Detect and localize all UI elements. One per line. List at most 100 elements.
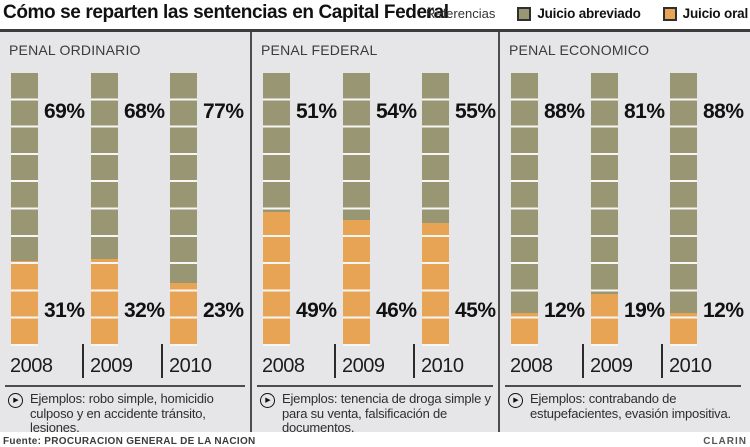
year-tick: 2010 [669, 355, 712, 377]
brand-mark: CLARIN [703, 436, 747, 447]
stacked-bar [591, 73, 618, 346]
x-axis: 2008 2009 2010 [500, 344, 746, 385]
play-circle-icon: ▶ [508, 393, 523, 408]
note-text: Ejemplos: tenencia de droga simple y par… [282, 391, 491, 435]
chart-area: PENAL ORDINARIO 69% 31% 68% 32% [0, 32, 750, 435]
year-separator [161, 344, 163, 378]
bar-group-2010: 88% 12% [670, 73, 750, 346]
play-circle-icon: ▶ [260, 393, 275, 408]
abreviado-value-label: 68% [124, 100, 165, 123]
year-tick: 2010 [169, 355, 212, 377]
year-separator [661, 344, 663, 378]
year-tick: 2009 [590, 355, 633, 377]
bar-group-2008: 51% 49% [263, 73, 343, 346]
bar-group-2009: 54% 46% [343, 73, 423, 346]
oral-value-label: 45% [455, 299, 496, 322]
play-circle-icon: ▶ [8, 393, 23, 408]
legend-item-abreviado: Juicio abreviado [517, 6, 641, 21]
year-separator [413, 344, 415, 378]
oral-value-label: 31% [44, 299, 85, 322]
oral-value-label: 46% [376, 299, 417, 322]
abreviado-value-label: 77% [203, 100, 244, 123]
x-axis: 2008 2009 2010 [0, 344, 250, 385]
bar-block-lines [11, 73, 38, 346]
bar-block-lines [343, 73, 370, 346]
abreviado-value-label: 69% [44, 100, 85, 123]
legend-label: Juicio oral [682, 6, 749, 21]
panel-penal-economico: PENAL ECONOMICO 88% 12% 81% 19% [498, 32, 746, 432]
stacked-bar [91, 73, 118, 346]
year-separator [582, 344, 584, 378]
bar-block-lines [670, 73, 697, 346]
stacked-bar [343, 73, 370, 346]
legend-caption: Referencias [425, 6, 496, 21]
header-divider [0, 29, 750, 32]
year-separator [334, 344, 336, 378]
oral-swatch-icon [662, 6, 677, 21]
abreviado-value-label: 51% [296, 100, 337, 123]
page-title: Cómo se reparten las sentencias en Capit… [3, 2, 449, 23]
oral-value-label: 32% [124, 299, 165, 322]
x-axis: 2008 2009 2010 [252, 344, 498, 385]
year-tick: 2009 [90, 355, 133, 377]
note-divider [505, 385, 741, 387]
stacked-bar [11, 73, 38, 346]
legend-item-oral: Juicio oral [662, 6, 749, 21]
bar-block-lines [511, 73, 538, 346]
stacked-bar [511, 73, 538, 346]
year-separator [82, 344, 84, 378]
bar-group-2008: 69% 31% [11, 73, 91, 346]
abreviado-swatch-icon [517, 6, 532, 21]
examples-note: ▶ Ejemplos: contrabando de estupefacient… [508, 391, 740, 421]
bars-row: 88% 12% 81% 19% 88% 12% [500, 73, 746, 346]
year-tick: 2008 [10, 355, 53, 377]
oral-value-label: 12% [703, 299, 744, 322]
oral-value-label: 23% [203, 299, 244, 322]
bar-group-2009: 81% 19% [591, 73, 671, 346]
header: Cómo se reparten las sentencias en Capit… [0, 0, 750, 29]
note-divider [5, 385, 245, 387]
note-divider [257, 385, 493, 387]
bar-block-lines [422, 73, 449, 346]
abreviado-value-label: 88% [544, 100, 585, 123]
bar-block-lines [170, 73, 197, 346]
bars-row: 69% 31% 68% 32% 77% 23% [0, 73, 250, 346]
year-tick: 2010 [421, 355, 464, 377]
footer: Fuente: PROCURACION GENERAL DE LA NACION… [3, 436, 747, 447]
bar-group-2010: 55% 45% [422, 73, 502, 346]
legend: Referencias Juicio abreviado Juicio oral [426, 6, 748, 21]
examples-note: ▶ Ejemplos: robo simple, homicidio culpo… [8, 391, 244, 436]
bar-group-2009: 68% 32% [91, 73, 171, 346]
stacked-bar [422, 73, 449, 346]
panel-penal-ordinario: PENAL ORDINARIO 69% 31% 68% 32% [0, 32, 250, 435]
panel-title: PENAL FEDERAL [261, 42, 378, 58]
oral-value-label: 19% [624, 299, 665, 322]
bars-row: 51% 49% 54% 46% 55% 45% [252, 73, 498, 346]
abreviado-value-label: 81% [624, 100, 665, 123]
legend-label: Juicio abreviado [537, 6, 641, 21]
bar-group-2008: 88% 12% [511, 73, 591, 346]
bar-group-2010: 77% 23% [170, 73, 250, 346]
panel-title: PENAL ORDINARIO [9, 42, 141, 58]
year-tick: 2008 [262, 355, 305, 377]
stacked-bar [263, 73, 290, 346]
note-text: Ejemplos: contrabando de estupefacientes… [530, 391, 731, 421]
stacked-bar [670, 73, 697, 346]
oral-value-label: 49% [296, 299, 337, 322]
note-text: Ejemplos: robo simple, homicidio culposo… [30, 391, 214, 435]
bar-block-lines [591, 73, 618, 346]
abreviado-value-label: 88% [703, 100, 744, 123]
bar-block-lines [91, 73, 118, 346]
year-tick: 2009 [342, 355, 385, 377]
abreviado-value-label: 55% [455, 100, 496, 123]
year-tick: 2008 [510, 355, 553, 377]
examples-note: ▶ Ejemplos: tenencia de droga simple y p… [260, 391, 492, 436]
panel-title: PENAL ECONOMICO [509, 42, 650, 58]
panel-penal-federal: PENAL FEDERAL 51% 49% 54% 46% [250, 32, 498, 435]
source-credit: Fuente: PROCURACION GENERAL DE LA NACION [3, 436, 256, 447]
oral-value-label: 12% [544, 299, 585, 322]
bar-block-lines [263, 73, 290, 346]
stacked-bar [170, 73, 197, 346]
abreviado-value-label: 54% [376, 100, 417, 123]
